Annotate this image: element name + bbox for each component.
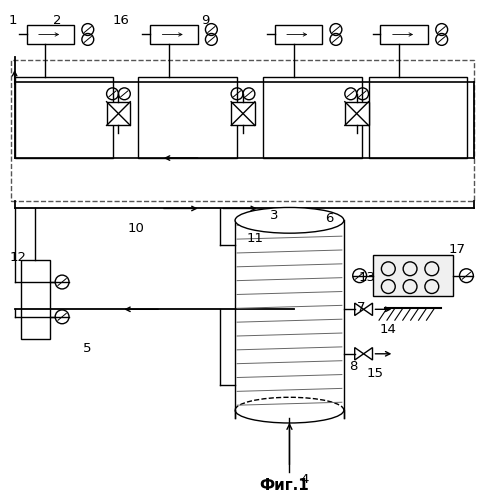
- Text: 4: 4: [300, 473, 309, 486]
- Bar: [20, 260, 50, 339]
- Bar: [15, 77, 114, 158]
- Bar: [106, 102, 130, 125]
- Text: 6: 6: [325, 212, 333, 225]
- Text: 17: 17: [449, 244, 466, 256]
- Bar: [150, 24, 197, 44]
- Bar: [263, 77, 362, 158]
- Text: 12: 12: [9, 251, 26, 264]
- Text: 5: 5: [83, 342, 91, 355]
- Bar: [27, 24, 74, 44]
- Text: 9: 9: [201, 14, 209, 27]
- Ellipse shape: [235, 208, 344, 233]
- Text: 15: 15: [367, 367, 384, 380]
- Text: 11: 11: [246, 232, 263, 245]
- Bar: [231, 102, 255, 125]
- Text: 16: 16: [113, 14, 130, 27]
- Bar: [11, 60, 474, 201]
- Bar: [138, 77, 237, 158]
- Text: 2: 2: [53, 14, 61, 27]
- Bar: [368, 77, 468, 158]
- Text: 7: 7: [356, 301, 365, 314]
- Bar: [374, 255, 452, 296]
- Text: 1: 1: [8, 14, 17, 27]
- Text: Фиг.1: Фиг.1: [260, 478, 310, 493]
- Text: 14: 14: [380, 322, 397, 336]
- Bar: [275, 24, 322, 44]
- Bar: [381, 24, 428, 44]
- Bar: [345, 102, 368, 125]
- Text: 13: 13: [358, 271, 375, 284]
- Text: 3: 3: [270, 209, 279, 222]
- Text: 10: 10: [128, 222, 145, 235]
- Text: 8: 8: [349, 360, 358, 373]
